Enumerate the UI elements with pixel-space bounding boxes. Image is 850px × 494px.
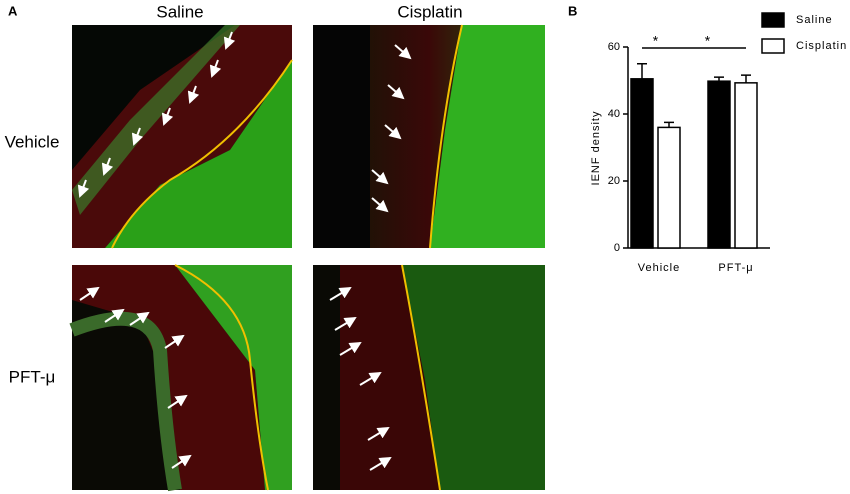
bar [734, 82, 758, 249]
micrograph [69, 264, 292, 492]
bar [630, 78, 654, 249]
bar [707, 80, 731, 249]
legend-swatch [761, 38, 785, 54]
micrograph [313, 24, 545, 249]
y-tick-label: 0 [614, 242, 620, 254]
y-axis-label: IENF density [590, 111, 602, 186]
y-tick-label: 60 [608, 41, 620, 53]
micrograph [313, 264, 545, 491]
row-label: PFT-μ [9, 367, 56, 386]
significance-mark: * [653, 33, 659, 49]
y-tick-label: 20 [608, 175, 620, 187]
panel-letter: B [568, 3, 577, 18]
x-tick-label: Vehicle [638, 262, 680, 274]
row-label: Vehicle [5, 132, 60, 151]
bar-chart: 0 20 40 60 Vehicle PFT-μ * * Saline Cisplatin [608, 12, 847, 274]
legend-label: Cisplatin [796, 40, 847, 52]
legend-swatch [761, 12, 785, 28]
significance-mark: * [705, 33, 711, 49]
x-tick-label: PFT-μ [718, 262, 753, 274]
column-label: Saline [156, 2, 203, 21]
micrograph [72, 25, 293, 249]
column-label: Cisplatin [397, 2, 462, 21]
panel-letter: A [8, 3, 18, 18]
bar [657, 126, 681, 249]
legend-label: Saline [796, 14, 833, 26]
y-tick-label: 40 [608, 108, 620, 120]
